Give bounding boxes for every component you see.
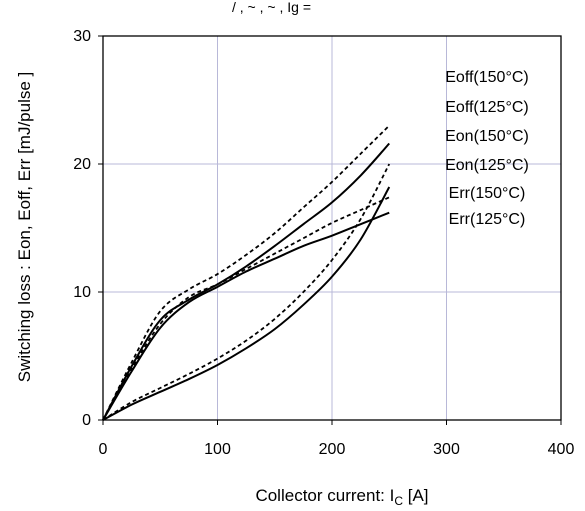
x-tick-label: 300 <box>433 441 460 458</box>
y-tick-label: 0 <box>82 412 91 429</box>
y-tick-label: 20 <box>73 156 91 173</box>
chart-header-fragment: / , ~ , ~ , Ig = <box>232 0 311 15</box>
legend-entry: Err(125°C) <box>449 211 526 228</box>
x-tick-label: 0 <box>99 441 108 458</box>
legend-entry: Eon(150°C) <box>445 128 529 145</box>
legend: Eoff(150°C) Eoff(125°C) Eon(150°C) Eon(125°… <box>445 69 529 228</box>
legend-entry: Err(150°C) <box>449 185 526 202</box>
legend-entry: Eon(125°C) <box>445 157 529 174</box>
x-tick-label: 400 <box>548 441 575 458</box>
series-line-eon-150-c <box>102 142 390 421</box>
y-axis-label: Switching loss : Eon, Eoff, Err [mJ/puls… <box>15 72 34 383</box>
x-tick-label: 200 <box>319 441 346 458</box>
series-line-err-150-c <box>102 186 391 421</box>
x-tick-label: 100 <box>204 441 231 458</box>
x-axis-label: Collector current: IC [A] <box>255 486 428 508</box>
legend-entry: Eoff(125°C) <box>445 99 528 116</box>
tick-labels: 0 100 200 300 400 0 10 20 30 <box>73 28 574 458</box>
series-line-eoff-150-c <box>102 211 390 421</box>
legend-entry: Eoff(150°C) <box>445 69 528 86</box>
grid <box>103 36 561 420</box>
series-layer <box>102 124 391 421</box>
series-line-err-125-c <box>102 163 391 421</box>
y-tick-label: 30 <box>73 28 91 45</box>
y-tick-label: 10 <box>73 284 91 301</box>
series-line-eon-125-c <box>102 124 390 421</box>
